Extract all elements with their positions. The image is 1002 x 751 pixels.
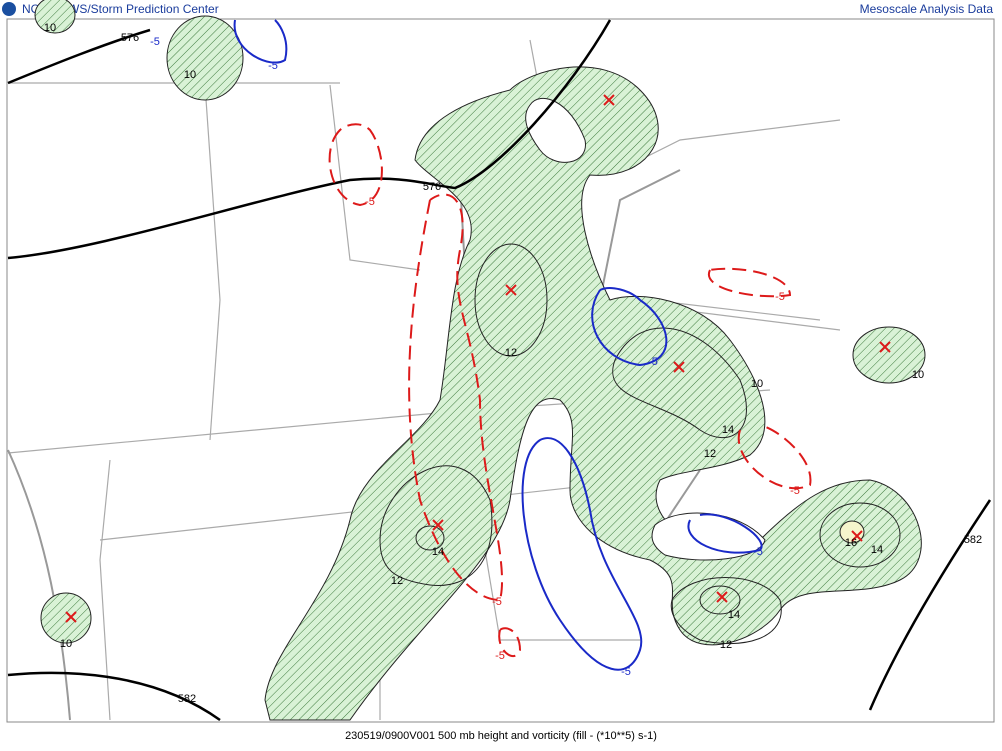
contour-label: 10 bbox=[44, 22, 56, 34]
contour-label: 10 bbox=[60, 638, 72, 650]
contour-label: 14 bbox=[871, 544, 883, 556]
contour-label: 576 bbox=[423, 181, 441, 193]
contour-label: 14 bbox=[728, 609, 740, 621]
contour-label: 16 bbox=[845, 537, 857, 549]
contour-label: -5 bbox=[753, 546, 763, 558]
contour-label: 10 bbox=[184, 69, 196, 81]
noaa-logo bbox=[2, 2, 16, 16]
contour-label: -5 bbox=[621, 666, 631, 678]
footer-caption: 230519/0900V001 500 mb height and vortic… bbox=[345, 730, 657, 742]
contour-label: 12 bbox=[704, 448, 716, 460]
contour-label: -5 bbox=[365, 196, 375, 208]
contour-label: 10 bbox=[751, 378, 763, 390]
contour-label: 12 bbox=[391, 575, 403, 587]
contour-labels: 10 576 -5 10 -5 -5 576 12 -5 10 14 12 -5 10 -5 14 12 -5 -5… bbox=[44, 22, 982, 705]
contour-label: -5 bbox=[495, 650, 505, 662]
vorticity-fill bbox=[34, 0, 926, 721]
contour-label: -5 bbox=[648, 356, 658, 368]
contours bbox=[7, 19, 992, 722]
contour-label: -5 bbox=[775, 291, 785, 303]
contour-label: 582 bbox=[178, 693, 196, 705]
contour-label: 14 bbox=[432, 546, 444, 558]
contour-label: 14 bbox=[722, 424, 734, 436]
contour-label: -5 bbox=[150, 36, 160, 48]
header-right: Mesoscale Analysis Data bbox=[860, 2, 994, 16]
map-frame bbox=[6, 18, 995, 723]
maxima bbox=[65, 94, 891, 623]
contour-label: 576 bbox=[121, 32, 139, 44]
contour-label: -5 bbox=[268, 60, 278, 72]
contour-label: 12 bbox=[505, 347, 517, 359]
contour-label: -5 bbox=[492, 596, 502, 608]
contour-label: 12 bbox=[720, 639, 732, 651]
contour-label: 582 bbox=[964, 534, 982, 546]
contour-label: 10 bbox=[912, 369, 924, 381]
contour-label: -5 bbox=[790, 485, 800, 497]
